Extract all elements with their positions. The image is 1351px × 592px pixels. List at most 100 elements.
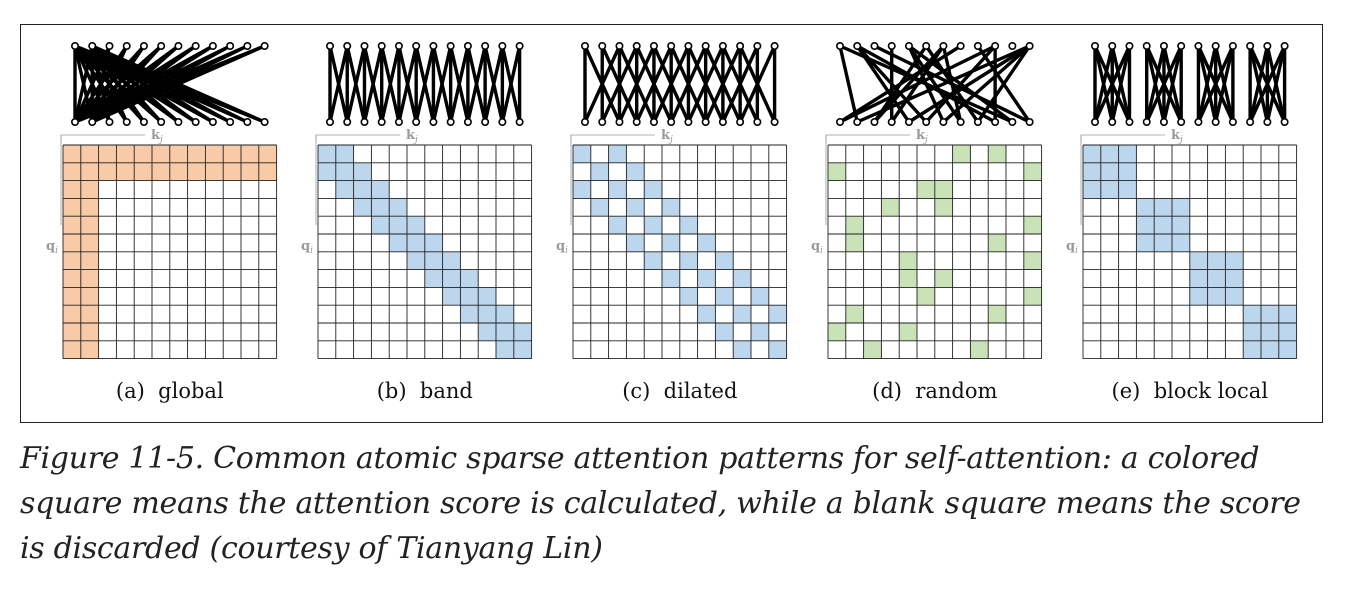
key-node	[973, 41, 982, 50]
connection-edge	[1145, 44, 1166, 124]
attention-cell	[80, 145, 99, 163]
attention-cell	[496, 340, 514, 359]
attention-cell	[899, 251, 917, 270]
query-axis-subscript: i	[310, 246, 313, 256]
attention-cell	[241, 162, 259, 181]
query-node	[1228, 118, 1237, 127]
attention-cell	[590, 162, 609, 181]
key-node	[598, 41, 607, 50]
attention-cell	[626, 162, 645, 181]
key-axis-label: kj	[661, 128, 673, 145]
connection-edge	[635, 44, 673, 124]
attention-cell	[335, 180, 354, 199]
query-node	[1280, 118, 1289, 127]
attention-cell	[1154, 216, 1172, 234]
attention-cell	[460, 269, 479, 288]
connection-edge	[90, 44, 163, 124]
attention-cell	[733, 340, 751, 359]
key-node	[208, 41, 217, 50]
attention-cell	[970, 340, 989, 359]
key-node	[904, 41, 913, 50]
attention-cell	[80, 340, 99, 359]
attention-cell	[1023, 216, 1042, 234]
attention-cell	[1225, 269, 1244, 288]
attention-cell	[863, 340, 882, 359]
query-node	[88, 118, 97, 127]
key-node	[922, 41, 931, 50]
query-node	[139, 118, 148, 127]
connection-edge	[652, 44, 691, 124]
connection-graph	[580, 41, 779, 127]
connection-edge	[90, 44, 146, 124]
attention-cell	[1278, 340, 1297, 359]
key-node	[615, 41, 624, 50]
query-node	[753, 118, 762, 127]
attention-cell	[573, 145, 591, 163]
attention-cell	[1154, 234, 1172, 252]
attention-cell	[205, 145, 224, 163]
query-node	[1246, 118, 1255, 127]
attention-cell	[424, 234, 443, 252]
key-node	[1246, 41, 1255, 50]
key-node	[243, 41, 252, 50]
attention-cell	[1261, 305, 1279, 323]
attention-cell	[751, 323, 769, 341]
query-node	[515, 118, 524, 127]
attention-cell	[1278, 305, 1297, 323]
attention-cell	[1136, 234, 1155, 252]
query-node	[853, 118, 862, 127]
query-node	[343, 118, 352, 127]
key-node	[1177, 41, 1186, 50]
connection-edge	[414, 44, 436, 124]
connection-edge	[1093, 44, 1132, 124]
figure-caption: Figure 11-5. Common atomic sparse attent…	[20, 441, 1301, 566]
attention-cell	[1172, 216, 1190, 234]
attention-cell	[828, 323, 846, 341]
query-node	[736, 118, 745, 127]
attention-cell	[1207, 251, 1226, 270]
key-node	[226, 41, 235, 50]
query-node	[377, 118, 386, 127]
attention-cell	[353, 162, 372, 181]
attention-cell	[608, 216, 627, 234]
attention-cell	[626, 234, 645, 252]
connection-edge	[1093, 44, 1114, 124]
attention-cell	[715, 287, 734, 306]
attention-cell	[223, 145, 241, 163]
key-node	[718, 41, 727, 50]
attention-cell	[697, 305, 716, 323]
query-node	[1177, 118, 1186, 127]
attention-cell	[608, 180, 627, 199]
query-axis-label: qi	[301, 239, 313, 256]
key-node	[260, 41, 269, 50]
key-node	[377, 41, 386, 50]
key-node	[1263, 41, 1272, 50]
attention-cell	[917, 287, 935, 306]
attention-cell	[80, 287, 99, 306]
key-node	[515, 41, 524, 50]
attention-cell	[442, 287, 461, 306]
attention-cell	[733, 305, 751, 323]
key-node	[991, 41, 1000, 50]
attention-cell	[988, 305, 1006, 323]
attention-cell	[644, 216, 662, 234]
attention-cell	[768, 305, 787, 323]
attention-cell	[952, 145, 971, 163]
connection-edge	[1145, 44, 1183, 124]
key-axis-arrow	[825, 134, 910, 142]
panel-random: kj qi (d) random	[811, 41, 1043, 403]
attention-cell	[424, 269, 443, 288]
connection-edge	[738, 44, 777, 124]
connection-edge	[73, 44, 112, 124]
attention-cell	[80, 305, 99, 323]
connection-edge	[838, 44, 859, 124]
attention-cell	[407, 216, 425, 234]
key-node	[105, 41, 114, 50]
query-node	[973, 118, 982, 127]
attention-cell	[478, 305, 496, 323]
attention-cell	[1189, 269, 1208, 288]
attention-cell	[98, 162, 117, 181]
attention-cells	[573, 145, 787, 359]
query-node	[122, 118, 131, 127]
attention-cell	[845, 305, 864, 323]
